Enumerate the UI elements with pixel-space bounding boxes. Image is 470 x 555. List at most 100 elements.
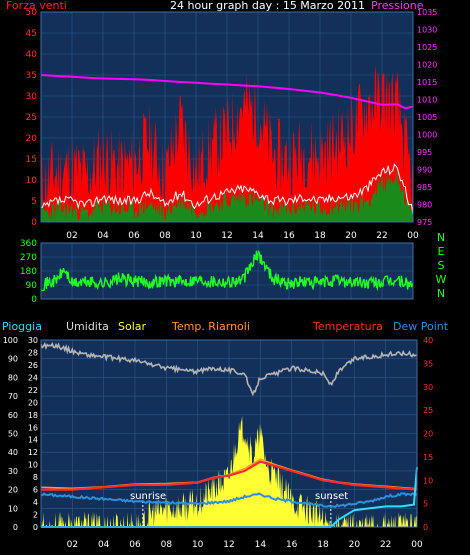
x-tick-label: 06 — [129, 540, 141, 550]
x-tick-label: 18 — [317, 540, 329, 550]
x-tick-label: 12 — [221, 231, 232, 241]
pressure-series — [40, 74, 414, 110]
y-tick-label-right: 975 — [417, 218, 432, 227]
legend-humidity: Umidita — [66, 320, 109, 333]
plot-border — [40, 242, 414, 300]
x-tick-label: 18 — [314, 231, 326, 241]
y-tick-label: 0 — [31, 295, 37, 305]
y-tick-label-mid: 6 — [33, 486, 38, 495]
y-tick-label-right: 0 — [423, 523, 428, 532]
plot-border — [40, 339, 418, 528]
x-tick-label: 04 — [98, 540, 110, 550]
solar-series — [41, 415, 417, 527]
y-tick-label-right: 985 — [417, 183, 432, 192]
y-tick-label-left: 25 — [26, 113, 37, 123]
x-tick-label: 22 — [376, 231, 387, 241]
dew-point-series — [40, 492, 418, 509]
y-tick-label-mid: 26 — [28, 361, 38, 370]
wind-avg-series — [40, 163, 414, 216]
y-tick-label-right: 980 — [417, 201, 432, 210]
y-tick-label-left: 90 — [8, 355, 18, 364]
y-tick-label-left: 100 — [3, 336, 18, 345]
x-tick-label: 20 — [349, 540, 361, 550]
y-tick-label-right: 1020 — [417, 61, 437, 70]
legend-heating-temp: Temp. Riarnoli — [172, 320, 250, 333]
y-tick-label-mid: 16 — [28, 423, 38, 432]
sunrise-annotation: sunrise — [130, 491, 167, 502]
y-tick-label: 180 — [20, 267, 37, 277]
y-tick-label: 270 — [20, 253, 37, 263]
x-tick-label: 14 — [252, 231, 264, 241]
y-tick-label-left: 70 — [8, 392, 18, 401]
right-series-label: Pressione — [371, 0, 424, 12]
y-tick-label-left: 10 — [26, 176, 38, 186]
y-tick-label-left: 40 — [26, 50, 38, 60]
y-tick-label-mid: 0 — [33, 523, 38, 532]
x-tick-label: 22 — [380, 540, 391, 550]
chart-title: 24 hour graph day : 15 Marzo 2011 — [170, 0, 366, 12]
y-tick-label-left: 30 — [8, 467, 18, 476]
temperature-series — [41, 460, 418, 491]
y-tick-label-left: 10 — [8, 504, 18, 513]
wind-speed-series — [41, 167, 413, 222]
y-tick-label-left: 45 — [26, 29, 37, 39]
y-tick-label-left: 0 — [13, 523, 18, 532]
x-tick-label: 20 — [345, 231, 357, 241]
y-tick-label-right: 40 — [423, 336, 433, 345]
y-tick-label-mid: 10 — [28, 461, 38, 470]
y-tick-label-mid: 30 — [28, 336, 38, 345]
y-tick-label-right: 1005 — [417, 113, 437, 122]
y-tick-label-mid: 28 — [28, 348, 38, 357]
y-tick-label-right: 995 — [417, 148, 432, 157]
legend-dew-point: Dew Point — [393, 320, 449, 333]
compass-label: W — [436, 273, 447, 286]
y-tick-label-mid: 22 — [28, 386, 38, 395]
x-tick-label: 10 — [190, 231, 202, 241]
x-tick-label: 04 — [97, 231, 109, 241]
y-tick-label: 90 — [26, 281, 38, 291]
x-tick-label: 16 — [283, 231, 295, 241]
x-tick-label: 02 — [67, 540, 78, 550]
y-tick-label-left: 20 — [26, 134, 38, 144]
x-tick-label: 00 — [411, 540, 423, 550]
x-tick-label: 08 — [161, 540, 173, 550]
y-tick-label-right: 1010 — [417, 96, 437, 105]
y-tick-label-mid: 24 — [28, 373, 38, 382]
y-tick-label-right: 25 — [423, 406, 433, 415]
x-tick-label: 16 — [286, 540, 298, 550]
y-tick-label-left: 50 — [26, 8, 38, 18]
y-tick-label-left: 35 — [26, 71, 37, 81]
y-tick-label-right: 5 — [423, 500, 428, 509]
y-tick-label-left: 5 — [31, 197, 37, 207]
y-tick-label-left: 0 — [31, 218, 37, 228]
y-tick-label-mid: 14 — [28, 436, 38, 445]
compass-label: S — [438, 259, 445, 272]
left-series-label: Forza venti — [6, 0, 67, 12]
y-tick-label-mid: 2 — [33, 511, 38, 520]
x-tick-label: 14 — [255, 540, 267, 550]
y-tick-label-left: 15 — [26, 155, 37, 165]
plot-border — [40, 11, 414, 223]
y-tick-label-left: 40 — [8, 448, 18, 457]
wind-pressure-panel: 0510152025303540455097598098599099510001… — [26, 8, 438, 241]
y-tick-label-right: 990 — [417, 166, 432, 175]
humidity-series — [40, 341, 417, 397]
x-tick-label: 10 — [192, 540, 204, 550]
y-tick-label-right: 20 — [423, 430, 433, 439]
temperature-solar-panel: 0102030405060708090100024681012141618202… — [3, 336, 433, 550]
x-tick-label: 02 — [66, 231, 77, 241]
y-tick-label-right: 15 — [423, 453, 433, 462]
y-tick-label-right: 1025 — [417, 43, 437, 52]
legend-solar: Solar — [118, 320, 147, 333]
y-tick-label: 360 — [20, 239, 37, 249]
x-tick-label: 08 — [159, 231, 171, 241]
wind-gust-series — [41, 64, 413, 222]
compass-label: N — [437, 287, 445, 300]
compass-label: E — [438, 245, 445, 258]
y-tick-label-right: 1015 — [417, 78, 437, 87]
legend-rain: Pioggia — [2, 320, 42, 333]
legend-temperature: Temperatura — [313, 320, 383, 333]
rain-series — [41, 467, 418, 528]
